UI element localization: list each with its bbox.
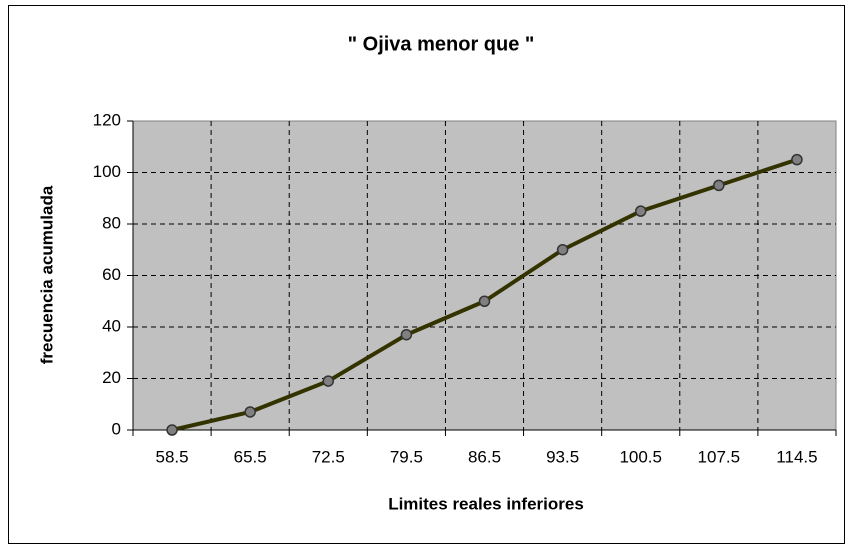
x-tick-label: 72.5 (312, 447, 345, 466)
y-tick-label: 80 (102, 213, 121, 232)
x-tick-label: 86.5 (468, 447, 501, 466)
x-tick-label: 58.5 (156, 447, 189, 466)
y-tick-label: 100 (93, 162, 121, 181)
data-point (478, 295, 491, 307)
x-tick-label: 93.5 (546, 447, 579, 466)
data-point (556, 244, 569, 256)
x-tick-label: 107.5 (698, 447, 741, 466)
data-point (634, 205, 647, 217)
y-tick-label: 20 (102, 368, 121, 387)
y-axis-label: frecuencia acumulada (37, 185, 56, 364)
x-tick-label: 65.5 (234, 447, 267, 466)
x-tick-label: 114.5 (776, 447, 817, 466)
data-point (400, 328, 413, 341)
data-point (244, 406, 256, 418)
x-tick-label: 100.5 (619, 447, 662, 466)
data-point (791, 153, 803, 166)
y-tick-label: 60 (102, 265, 121, 284)
x-axis-label: Limites reales inferiores (388, 494, 584, 513)
x-tick-label: 79.5 (390, 447, 423, 466)
y-tick-label: 120 (93, 110, 121, 129)
data-point (166, 424, 178, 436)
y-tick-label: 40 (102, 316, 121, 335)
y-tick-label: 0 (112, 419, 121, 438)
chart-title: " Ojiva menor que " (348, 33, 535, 55)
data-point (322, 375, 335, 387)
data-point (713, 179, 725, 192)
